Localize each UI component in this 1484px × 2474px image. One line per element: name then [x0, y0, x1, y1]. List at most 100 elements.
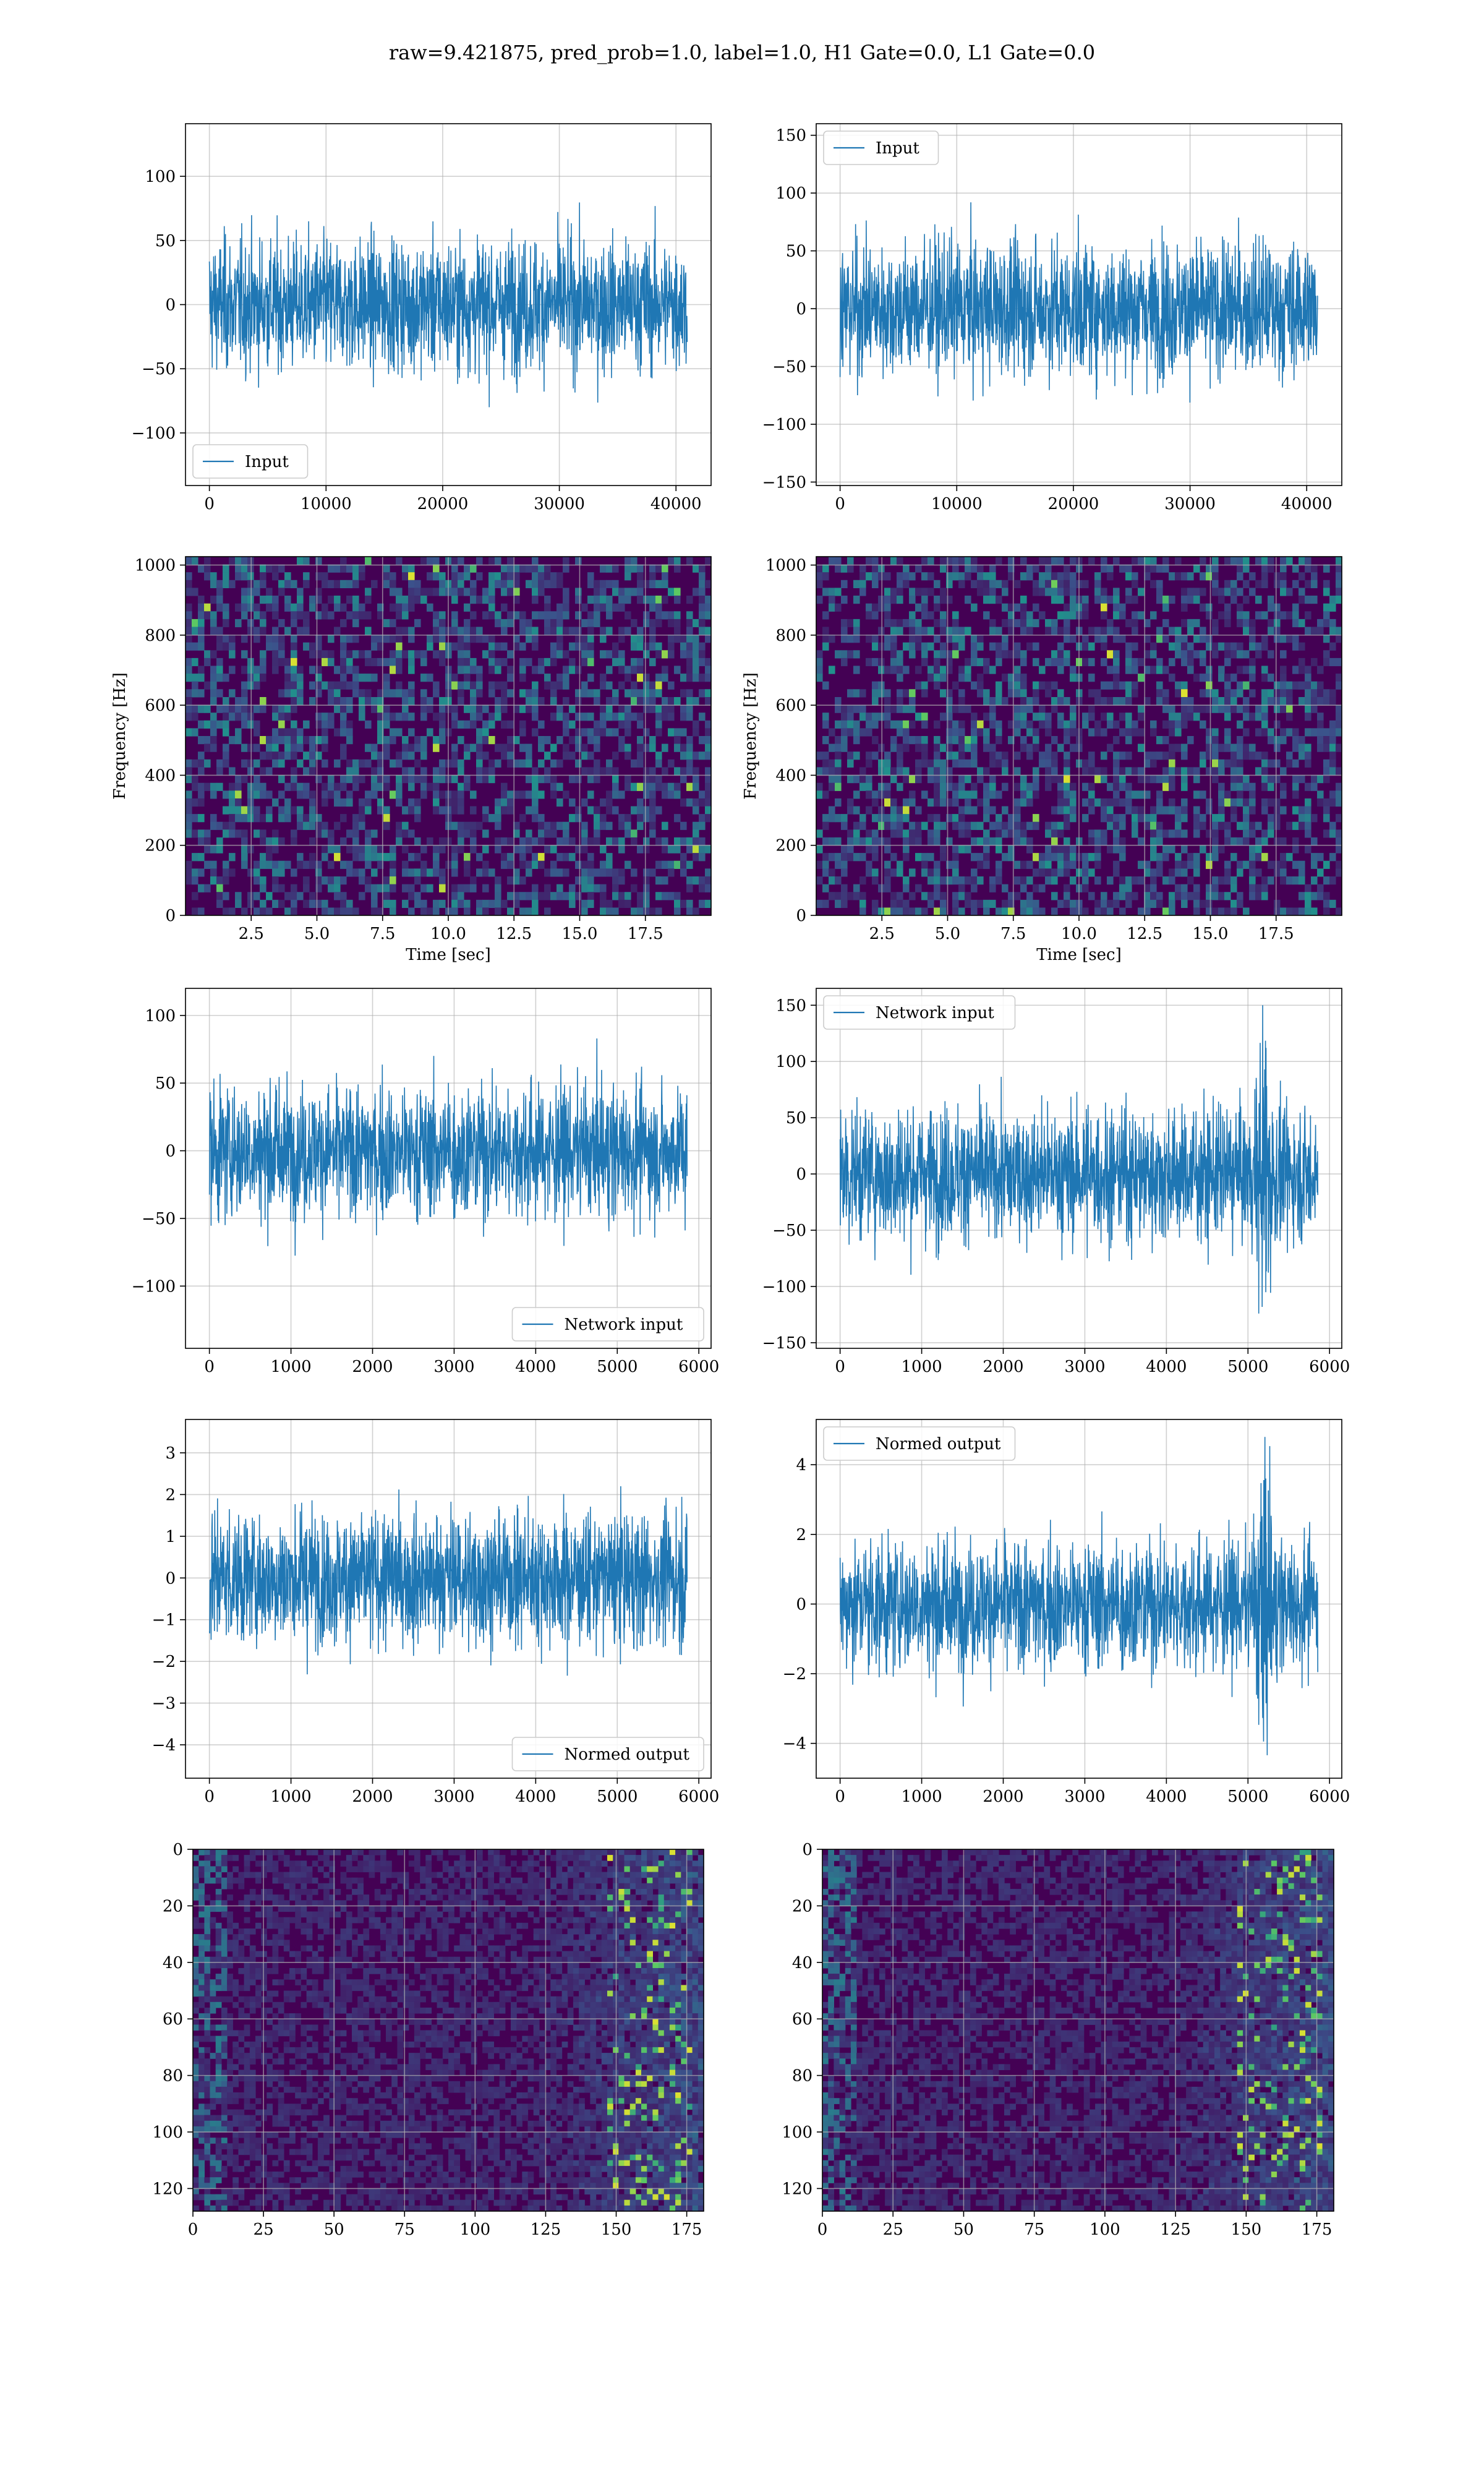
heatmap-cell [1206, 603, 1213, 612]
heatmap-cell [289, 1883, 296, 1890]
heatmap-cell [223, 618, 229, 628]
heatmap-cell [1317, 713, 1324, 721]
heatmap-cell [1336, 782, 1342, 791]
heatmap-cell [594, 814, 600, 823]
heatmap-cell [516, 1866, 522, 1873]
heatmap-cell [414, 853, 421, 862]
heatmap-cell [1051, 868, 1058, 877]
heatmap-cell [1317, 681, 1324, 690]
heatmap-cell [408, 627, 415, 635]
heatmap-cell [315, 876, 322, 885]
heatmap-cell [1261, 782, 1268, 791]
heatmap-cell [835, 650, 842, 659]
heatmap-cell [210, 728, 217, 737]
heatmap-cell [921, 689, 928, 698]
heatmap-cell [1169, 782, 1175, 791]
heatmap-cell [458, 657, 464, 667]
heatmap-cell [897, 821, 903, 830]
heatmap-cell [1057, 790, 1064, 799]
heatmap-cell [921, 681, 928, 690]
heatmap-cell [1014, 603, 1021, 612]
heatmap-cell [1107, 713, 1114, 721]
heatmap-cell [272, 1894, 279, 1901]
heatmap-cell [822, 635, 829, 643]
heatmap-cell [544, 736, 551, 745]
heatmap-cell [544, 603, 551, 612]
heatmap-cell [699, 790, 706, 799]
heatmap-cell [427, 588, 433, 596]
heatmap-cell [631, 884, 638, 892]
heatmap-cell [374, 1894, 381, 1901]
heatmap-cell [383, 736, 390, 745]
heatmap-cell [1113, 751, 1120, 760]
heatmap-cell [958, 704, 965, 713]
heatmap-cell [482, 611, 489, 620]
heatmap-cell [272, 596, 279, 604]
x-tick-label: 0 [204, 1787, 215, 1806]
heatmap-cell [662, 767, 668, 776]
heatmap-cell [996, 681, 1002, 690]
heatmap-cell [1039, 759, 1046, 768]
heatmap-cell [482, 806, 489, 815]
heatmap-cell [377, 884, 384, 892]
heatmap-cell [247, 557, 254, 565]
heatmap-cell [527, 1855, 534, 1861]
heatmap-cell [371, 697, 378, 706]
heatmap-cell [247, 603, 254, 612]
heatmap-cell [223, 751, 229, 760]
heatmap-cell [186, 611, 192, 620]
heatmap-cell [1230, 697, 1237, 706]
heatmap-cell [278, 736, 285, 745]
heatmap-cell [699, 618, 706, 628]
heatmap-cell [693, 767, 699, 776]
heatmap-cell [841, 564, 848, 573]
heatmap-cell [1311, 689, 1318, 698]
heatmap-cell [1125, 650, 1132, 659]
heatmap-cell [1193, 596, 1200, 604]
heatmap-cell [927, 892, 934, 901]
heatmap-cell [921, 650, 928, 659]
legend-label: Network input [565, 1316, 683, 1334]
heatmap-cell [210, 1855, 216, 1861]
heatmap-cell [897, 767, 903, 776]
heatmap-cell [408, 751, 415, 760]
heatmap-cell [915, 837, 922, 846]
heatmap-cell [1280, 868, 1287, 877]
heatmap-cell [427, 704, 433, 713]
heatmap-cell [439, 618, 446, 628]
heatmap-cell [934, 743, 940, 752]
heatmap-cell [488, 666, 495, 674]
heatmap-cell [186, 618, 192, 628]
heatmap-cell [674, 767, 681, 776]
heatmap-cell [606, 853, 613, 862]
heatmap-cell [499, 1855, 506, 1861]
heatmap-cell [476, 899, 483, 908]
heatmap-cell [692, 1849, 699, 1856]
heatmap-cell [1243, 557, 1250, 565]
heatmap-cell [297, 674, 304, 682]
heatmap-cell [705, 868, 712, 877]
heatmap-cell [587, 868, 594, 877]
heatmap-cell [556, 1889, 563, 1895]
x-tick-label: 6000 [678, 1358, 719, 1376]
heatmap-cell [581, 728, 588, 737]
heatmap-cell [192, 814, 198, 823]
heatmap-cell [1020, 657, 1027, 667]
heatmap-cell [186, 821, 192, 830]
heatmap-cell [1082, 868, 1089, 877]
heatmap-cell [996, 650, 1002, 659]
heatmap-cell [340, 782, 347, 791]
heatmap-cell [260, 666, 267, 674]
heatmap-cell [1113, 697, 1120, 706]
heatmap-cell [532, 557, 539, 565]
heatmap-cell [550, 697, 557, 706]
heatmap-cell [1088, 868, 1095, 877]
heatmap-cell [322, 790, 328, 799]
heatmap-cell [1057, 611, 1064, 620]
heatmap-cell [550, 845, 557, 854]
x-tick-label: 12.5 [1127, 925, 1162, 943]
heatmap-cell [247, 588, 254, 596]
heatmap-cell [501, 837, 508, 846]
heatmap-cell [501, 860, 508, 869]
heatmap-cell [532, 767, 539, 776]
